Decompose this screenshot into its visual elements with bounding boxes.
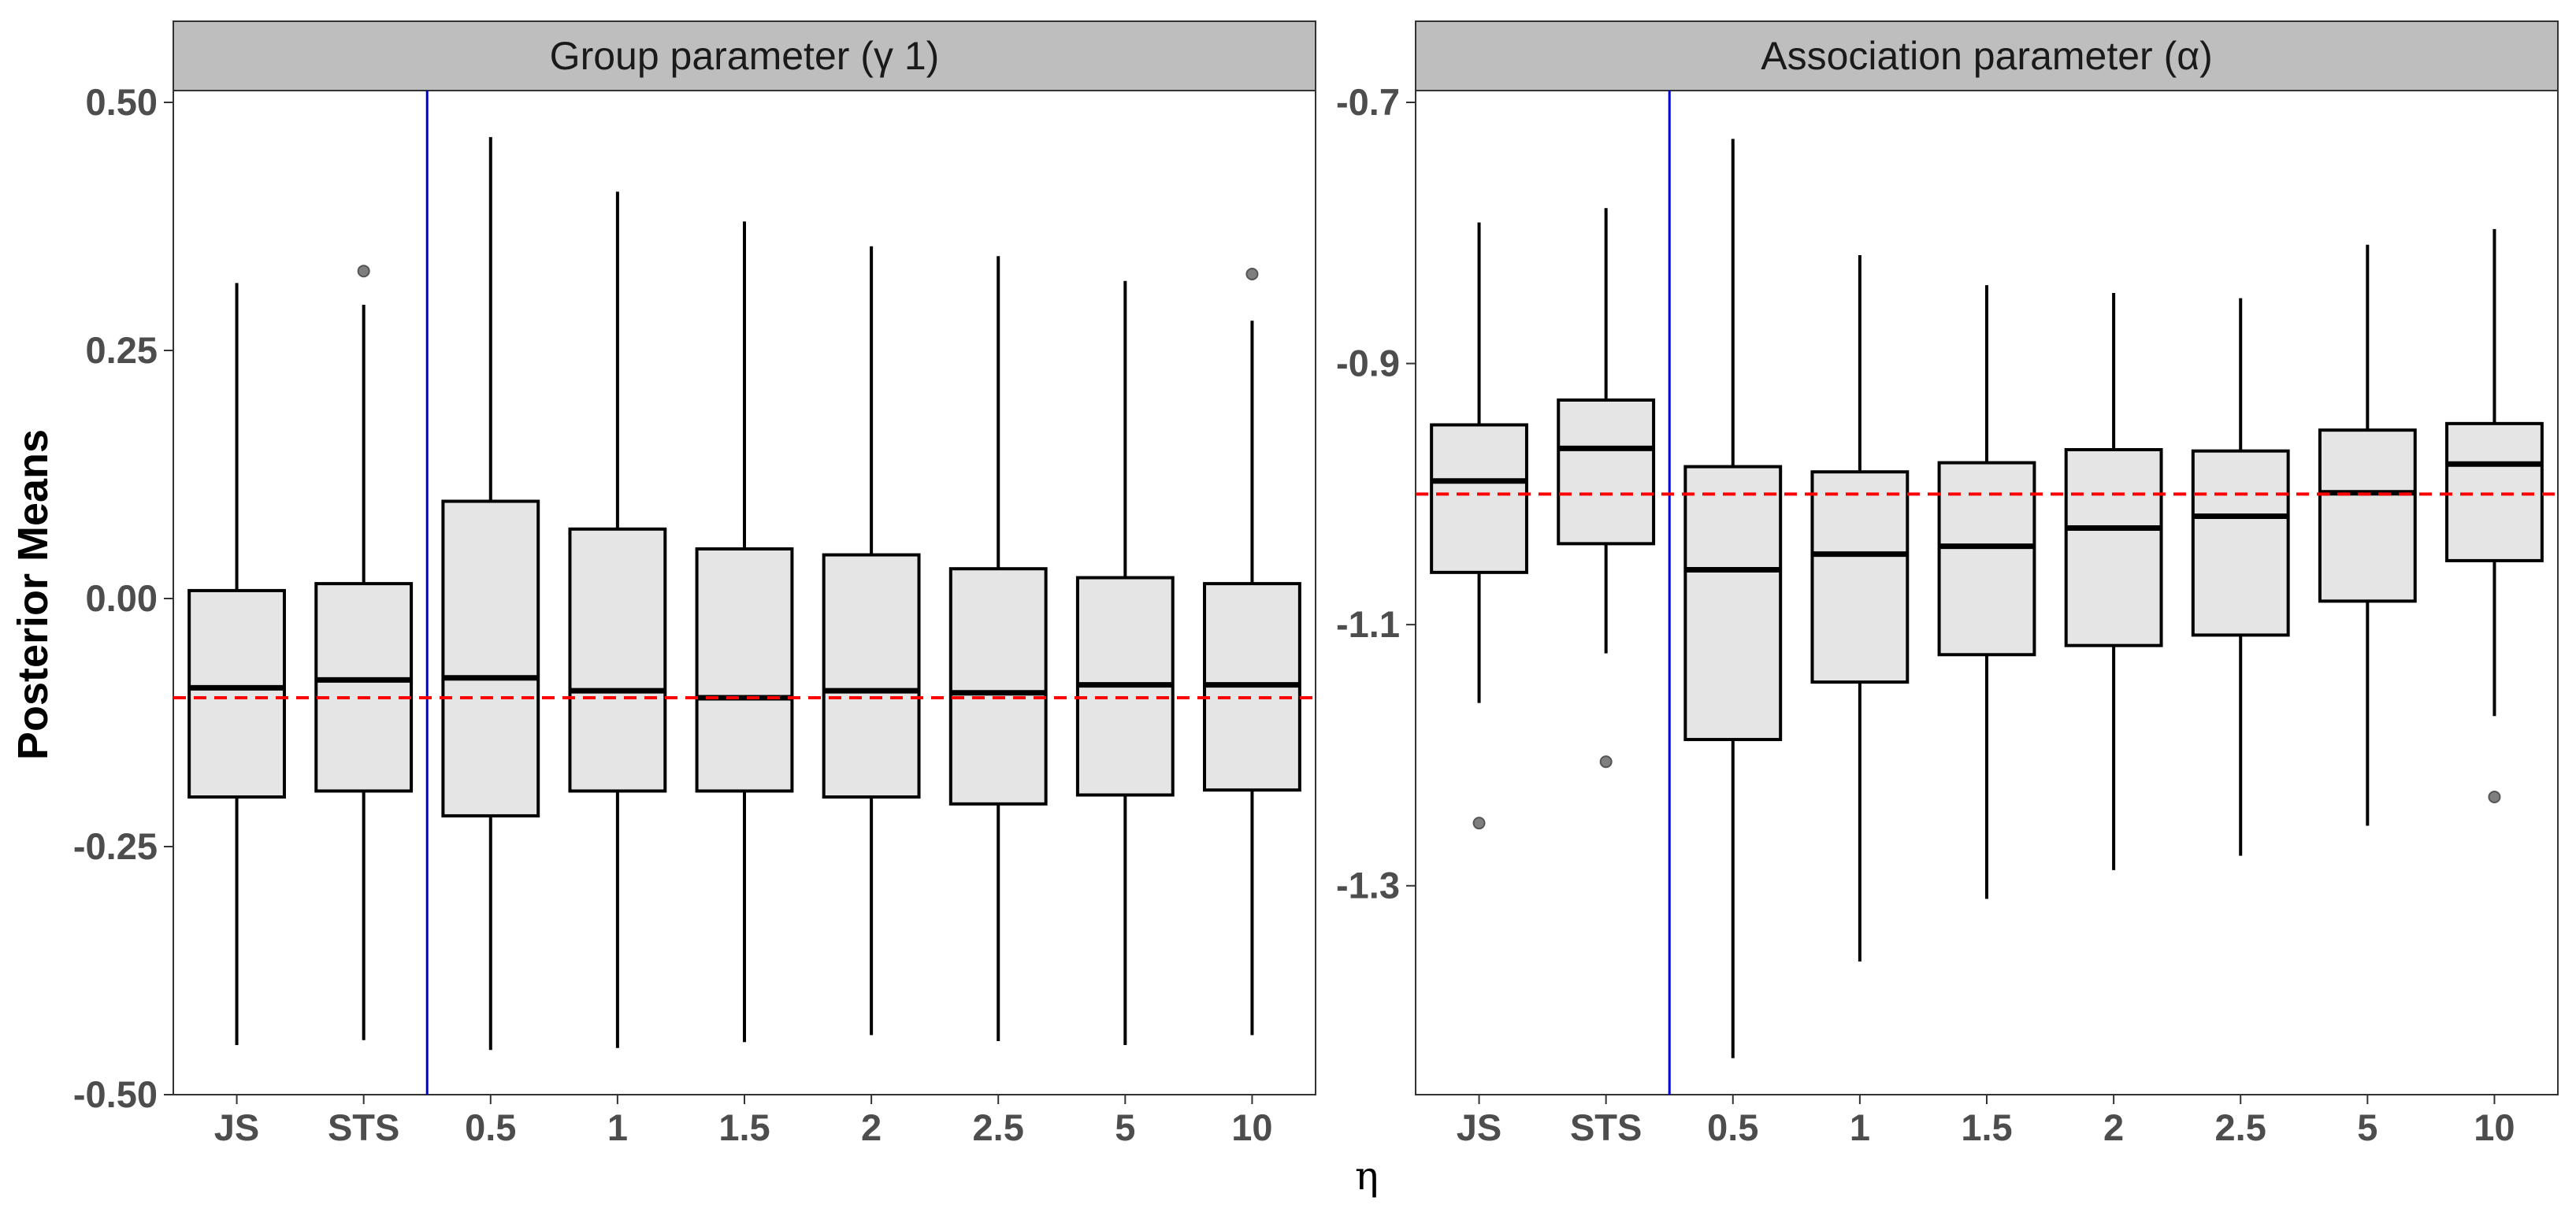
- y-tick-label: -1.3: [1336, 865, 1400, 906]
- x-tick-label: STS: [328, 1106, 399, 1148]
- x-tick-label: 0.5: [465, 1106, 516, 1148]
- x-tick-label: 1: [607, 1106, 628, 1148]
- x-tick-label: 2.5: [2215, 1106, 2266, 1148]
- y-tick-label: 0.25: [86, 329, 158, 371]
- x-tick-label: 1.5: [1961, 1106, 2012, 1148]
- x-tick-label: 5: [2357, 1106, 2377, 1148]
- panel-title: Association parameter (α): [1761, 34, 2213, 78]
- x-tick-label: 10: [2474, 1106, 2515, 1148]
- box: [1557, 398, 1656, 546]
- x-tick-label: STS: [1570, 1106, 1642, 1148]
- x-tick-label: JS: [214, 1106, 260, 1148]
- box: [568, 527, 667, 793]
- box: [948, 567, 1048, 806]
- y-tick-label: -0.7: [1336, 81, 1400, 123]
- outlier-point: [1245, 267, 1259, 280]
- box: [441, 499, 540, 817]
- y-tick-label: -1.1: [1336, 603, 1400, 645]
- x-tick-label: 5: [1115, 1106, 1135, 1148]
- y-axis-label: Posterior Means: [9, 429, 57, 760]
- box: [822, 553, 921, 799]
- y-tick-label: -0.25: [73, 825, 158, 867]
- x-tick-label: 2.5: [973, 1106, 1024, 1148]
- y-tick-label: 0.50: [86, 81, 158, 123]
- outlier-point: [357, 265, 370, 278]
- box: [187, 588, 286, 799]
- x-tick-label: JS: [1457, 1106, 1502, 1148]
- outlier-point: [1472, 817, 1486, 830]
- box: [1683, 465, 1783, 742]
- x-tick-label: 2: [861, 1106, 882, 1148]
- panel-title: Group parameter (γ 1): [550, 34, 940, 78]
- y-tick-label: 0.00: [86, 577, 158, 619]
- panel-group-parameter: Group parameter (γ 1) 0.50 0.25 0.00 -0.25 -0…: [73, 20, 1316, 1148]
- x-tick-label: 1.5: [718, 1106, 770, 1148]
- box: [1810, 470, 1910, 684]
- box: [1937, 461, 2036, 657]
- x-tick-label: 0.5: [1707, 1106, 1758, 1148]
- x-tick-label: 10: [1231, 1106, 1272, 1148]
- box: [314, 582, 414, 793]
- box: [1430, 423, 1528, 574]
- panel-association-parameter: Association parameter (α) -0.7 -0.9 -1.1 -1.…: [1336, 20, 2559, 1148]
- box: [2064, 448, 2163, 647]
- outlier-point: [2488, 791, 2501, 803]
- y-tick-label: -0.9: [1336, 343, 1400, 384]
- panel-strip: [173, 20, 1316, 91]
- x-tick-label: 1: [1850, 1106, 1870, 1148]
- box: [2191, 449, 2290, 637]
- box: [2445, 421, 2544, 562]
- box: [2318, 428, 2417, 603]
- x-axis-label: η: [1355, 1153, 1379, 1199]
- box: [695, 547, 794, 793]
- x-tick-label: 2: [2103, 1106, 2124, 1148]
- panel-strip: [1415, 20, 2559, 91]
- outlier-point: [1599, 755, 1613, 769]
- y-tick-label: -0.50: [73, 1073, 158, 1115]
